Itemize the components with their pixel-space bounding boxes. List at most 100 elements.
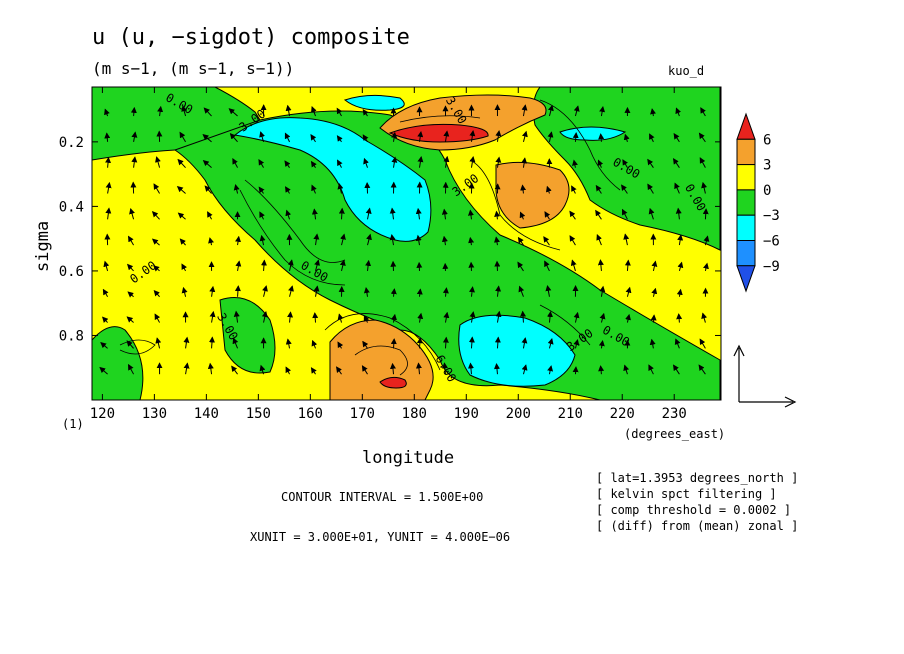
vector-arrow: [469, 311, 476, 323]
vector-arrow: [391, 313, 397, 323]
vector-arrow: [519, 211, 526, 220]
vector-arrow: [155, 337, 162, 349]
vector-arrow: [177, 158, 186, 169]
vector-arrow: [259, 131, 265, 142]
vector-arrow: [128, 363, 135, 375]
vector-arrow: [259, 234, 266, 246]
vector-arrow: [675, 107, 682, 117]
vector-arrow: [673, 364, 680, 375]
vector-arrow: [203, 107, 212, 117]
vector-arrow: [336, 135, 343, 143]
vector-field: [99, 104, 710, 375]
vector-arrow: [229, 132, 238, 143]
x-tick-label: 220: [610, 406, 635, 422]
colorbar-label: −9: [763, 259, 780, 275]
vector-arrow: [337, 313, 344, 323]
vector-arrow: [104, 108, 110, 117]
vector-arrow: [520, 310, 527, 323]
vector-arrow: [647, 158, 654, 168]
vector-arrow: [673, 132, 680, 143]
vector-arrow: [100, 342, 108, 349]
vector-arrow: [104, 132, 111, 142]
vector-arrow: [288, 285, 294, 297]
vector-arrow: [573, 105, 580, 117]
vector-arrow: [313, 233, 320, 246]
vector-arrow: [337, 183, 344, 194]
vector-arrow: [495, 130, 502, 142]
vector-arrow: [651, 287, 658, 297]
vector-arrow: [545, 185, 552, 194]
colorbar: 6 3 0 −3 −6 −9: [736, 112, 780, 293]
x-axis-label: longitude: [362, 448, 454, 468]
region-negative-lower-middle: [219, 297, 276, 374]
vector-arrow: [469, 155, 476, 168]
vector-arrow: [572, 132, 579, 142]
vector-arrow: [181, 286, 188, 297]
vector-arrow: [363, 287, 370, 297]
vector-arrow: [128, 235, 135, 246]
vector-arrow: [467, 362, 474, 375]
colorbar-segment-max: [736, 112, 756, 140]
vector-arrow: [701, 181, 708, 194]
vector-arrow: [598, 133, 605, 142]
vector-arrow: [649, 338, 656, 349]
note-line-2: [ kelvin spct filtering ]: [596, 487, 777, 501]
vector-arrow: [261, 311, 268, 323]
vector-arrow: [208, 237, 214, 246]
vector-arrow: [202, 134, 212, 143]
vector-arrow: [153, 289, 160, 298]
vector-arrow: [651, 260, 658, 272]
chart-tag: kuo_d: [668, 64, 704, 78]
vector-arrow: [649, 133, 655, 143]
vector-arrow: [314, 259, 320, 272]
vector-arrow: [468, 236, 475, 246]
vector-arrow: [571, 185, 577, 194]
colorbar-segment: [736, 164, 756, 191]
chart-title: u (u, −sigdot) composite: [92, 25, 410, 50]
vector-arrow: [495, 310, 502, 323]
vector-arrow: [105, 156, 112, 168]
x-tick-label: 230: [662, 406, 687, 422]
vector-arrow: [599, 285, 606, 297]
vector-arrow: [130, 106, 137, 117]
vector-arrow: [572, 159, 578, 168]
vector-arrow: [284, 132, 291, 143]
vector-arrow: [365, 207, 372, 220]
vector-arrow: [310, 160, 317, 168]
vector-arrow: [625, 313, 631, 323]
x-tick-label: 140: [194, 406, 219, 422]
vector-arrow: [521, 104, 528, 117]
vector-arrow: [155, 156, 161, 168]
vector-arrow: [415, 207, 422, 220]
vector-arrow: [285, 186, 291, 194]
vector-arrow: [443, 155, 450, 168]
vector-arrow: [151, 238, 160, 246]
vector-arrow: [311, 208, 318, 220]
vector-arrow: [674, 182, 680, 194]
x-tick-label: 130: [142, 406, 167, 422]
vector-arrow: [573, 339, 580, 349]
vector-arrow: [596, 234, 602, 246]
vector-arrow: [598, 365, 605, 375]
vector-arrow: [176, 186, 186, 194]
vector-arrow: [179, 238, 186, 246]
vector-arrow: [625, 286, 632, 297]
vector-arrow: [177, 212, 186, 220]
vector-arrow: [183, 336, 190, 349]
x-tick-label: 210: [558, 406, 583, 422]
vector-arrow: [311, 339, 318, 349]
vector-arrow: [389, 207, 396, 220]
vector-arrow: [677, 261, 684, 272]
vector-arrow: [391, 156, 398, 168]
vector-arrow: [311, 106, 317, 117]
vector-arrow: [127, 291, 134, 298]
vector-arrow: [702, 208, 709, 220]
vector-arrow: [102, 288, 109, 297]
vector-arrow: [595, 184, 602, 194]
vector-arrow: [441, 208, 448, 220]
vector-arrow: [260, 259, 267, 271]
vector-arrow: [127, 263, 134, 272]
chart-units: (m s−1, (m s−1, s−1)): [92, 59, 294, 78]
vector-arrow: [467, 209, 474, 220]
vector-arrow: [442, 336, 449, 349]
